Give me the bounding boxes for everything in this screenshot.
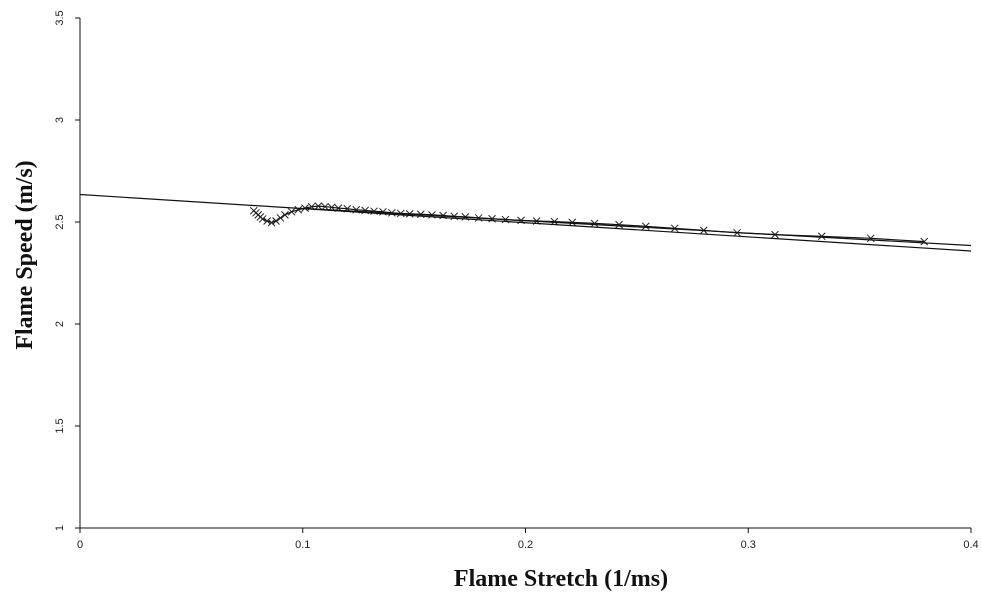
y-tick-label: 3 [54,117,66,123]
data-point-marker [263,217,271,225]
data-point-marker [314,202,323,210]
data-point-marker [817,232,826,241]
marker-stroke [263,217,271,225]
data-point-marker [267,218,276,227]
x-tick-label: 0.3 [741,539,756,551]
x-ticks: 0 0.1 0.2 0.3 0.4 [77,528,979,551]
data-point-marker [568,218,577,227]
y-tick-label: 2 [54,321,66,327]
data-point-marker [281,211,289,219]
marker-stroke [590,219,599,228]
fit-line-1 [79,193,972,252]
x-tick-label: 0.2 [518,539,533,551]
data-point-marker [258,215,267,223]
data-point-marker [272,217,280,225]
marker-stroke [294,205,303,214]
y-tick-label: 2.5 [54,214,66,229]
data-point-marker [866,234,875,243]
fit-line-2 [302,207,972,247]
marker-stroke [866,234,875,243]
data-point-marker [287,207,296,216]
marker-stroke [281,211,289,219]
marker-stroke [287,207,296,216]
y-ticks: 1 1.5 2 2.5 3 3.5 [54,10,80,531]
y-tick-label: 3.5 [54,10,66,25]
x-tick-label: 0.1 [295,539,310,551]
data-point-marker [294,205,303,214]
x-tick-label: 0.4 [963,539,978,551]
data-point-marker [670,224,679,233]
marker-stroke [670,224,679,233]
marker-stroke [276,214,285,222]
marker-stroke [641,222,650,231]
data-point-marker [920,237,929,246]
marker-stroke [416,210,425,219]
marker-stroke [615,220,623,229]
data-point-marker [641,222,650,231]
y-tick-label: 1.5 [54,418,66,433]
data-point-marker [590,219,599,228]
marker-stroke [920,237,929,246]
y-tick-label: 1 [54,525,66,531]
data-point-marker [615,220,623,229]
axes-layer [79,18,971,529]
marker-stroke [568,218,577,227]
x-tick-label: 0 [77,539,83,551]
marker-stroke [258,215,267,223]
x-axis-title: Flame Stretch (1/ms) [454,566,668,592]
marker-stroke [272,217,280,225]
y-axis-title: Flame Speed (m/s) [12,160,38,349]
marker-stroke [267,218,276,227]
marker-stroke [817,232,826,241]
series-layer [79,193,972,252]
data-point-marker [276,214,285,222]
marker-stroke [314,202,323,210]
